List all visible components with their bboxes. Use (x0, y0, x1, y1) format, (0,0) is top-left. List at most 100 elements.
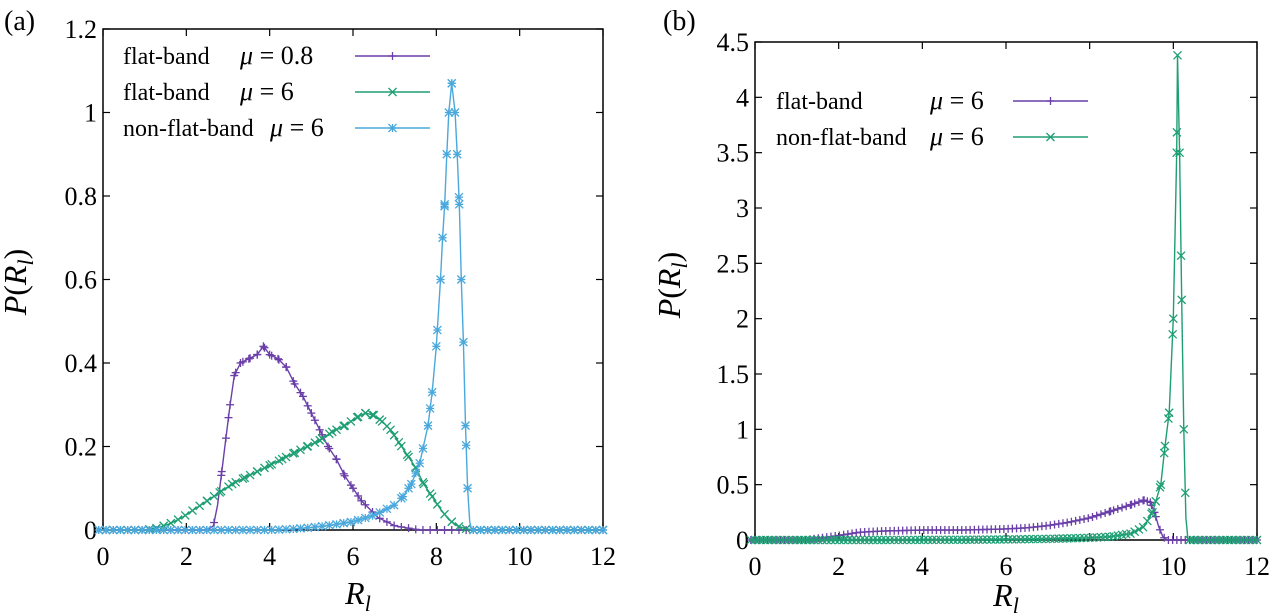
data-point (361, 500, 370, 509)
data-point (801, 535, 811, 545)
data-point (427, 492, 437, 502)
data-point (202, 496, 212, 506)
data-point (274, 355, 283, 364)
data-point (750, 535, 760, 545)
data-point (397, 522, 406, 531)
data-point (369, 410, 379, 420)
data-point (252, 525, 262, 535)
data-point (346, 517, 356, 527)
data-point (1096, 510, 1105, 519)
data-point (144, 525, 154, 535)
data-point (173, 525, 183, 535)
chart-panel-a: (a) 0 2 4 6 8 10 12 0 0.2 0.4 0.6 0.8 1 1.2 Rl P(Rl) flat… (0, 6, 616, 613)
legend-mu: μ = 6 (239, 77, 294, 106)
legend-label: flat-band (776, 89, 863, 115)
data-point (253, 350, 262, 359)
data-point (1176, 251, 1186, 261)
data-point (252, 467, 262, 477)
data-point (1227, 535, 1237, 545)
x-axis-label: Rl (992, 577, 1019, 613)
y-tick-label: 3.5 (717, 139, 750, 168)
legend-marker (388, 52, 397, 60)
panel-label: (a) (4, 6, 35, 37)
data-point (995, 535, 1005, 544)
data-point (226, 400, 235, 409)
data-point (310, 438, 320, 448)
data-point (386, 425, 395, 435)
x-tick-label: 6 (347, 542, 360, 571)
data-point (462, 526, 471, 534)
data-point (244, 354, 253, 363)
data-point (953, 535, 962, 545)
data-point (260, 463, 269, 473)
data-point (809, 535, 819, 545)
data-point (1151, 496, 1161, 506)
data-point (1201, 535, 1211, 545)
data-point (375, 507, 385, 517)
data-point (166, 518, 176, 528)
data-point (1248, 535, 1258, 545)
data-point (1140, 496, 1149, 505)
data-point (1138, 522, 1148, 532)
data-point (352, 412, 362, 422)
data-point (822, 535, 832, 545)
panel-label: (b) (663, 6, 696, 37)
legend-mu: μ = 6 (269, 113, 324, 142)
data-point (957, 535, 967, 545)
data-point (872, 535, 882, 545)
data-point (265, 460, 275, 470)
series-line (98, 412, 603, 531)
y-axis-label: P(Rl) (651, 252, 692, 320)
data-point (533, 525, 543, 535)
data-point (245, 470, 255, 480)
data-point (290, 448, 300, 458)
data-point (746, 535, 756, 545)
data-point (940, 535, 950, 545)
data-point (440, 509, 450, 519)
data-point (576, 525, 586, 535)
y-tick-label: 4.5 (717, 28, 750, 57)
data-point (447, 517, 457, 527)
data-point (1062, 533, 1072, 543)
data-point (948, 535, 958, 545)
data-point (969, 535, 979, 545)
data-point (382, 517, 391, 526)
data-point (1007, 534, 1017, 544)
data-point (898, 535, 908, 545)
data-point (885, 535, 895, 545)
data-point (881, 535, 891, 545)
data-point (1172, 127, 1182, 137)
data-point (1118, 503, 1127, 512)
data-point (332, 455, 341, 464)
data-point (1160, 533, 1169, 542)
data-point (1244, 535, 1254, 545)
data-point (1063, 518, 1072, 527)
data-point (339, 469, 348, 478)
data-point (303, 523, 313, 533)
data-point (290, 379, 299, 388)
series-1: flat-band μ = 6 (94, 77, 608, 535)
data-point (230, 371, 239, 380)
data-point (94, 525, 104, 535)
data-point (1231, 535, 1241, 545)
data-point (1050, 534, 1059, 544)
data-point (476, 525, 486, 535)
data-point (274, 525, 284, 535)
data-point (835, 531, 844, 540)
legend-marker (1046, 132, 1055, 142)
data-point (224, 525, 233, 535)
data-point (598, 525, 608, 535)
series-line (98, 82, 603, 531)
data-point (1058, 519, 1067, 528)
data-point (307, 409, 316, 418)
data-point (813, 535, 823, 545)
data-point (839, 530, 848, 539)
data-point (771, 535, 781, 545)
data-point (1147, 507, 1157, 517)
data-point (1218, 535, 1228, 545)
data-point (826, 535, 836, 545)
data-point (221, 434, 230, 443)
data-point (1071, 516, 1080, 525)
data-point (1168, 329, 1178, 339)
